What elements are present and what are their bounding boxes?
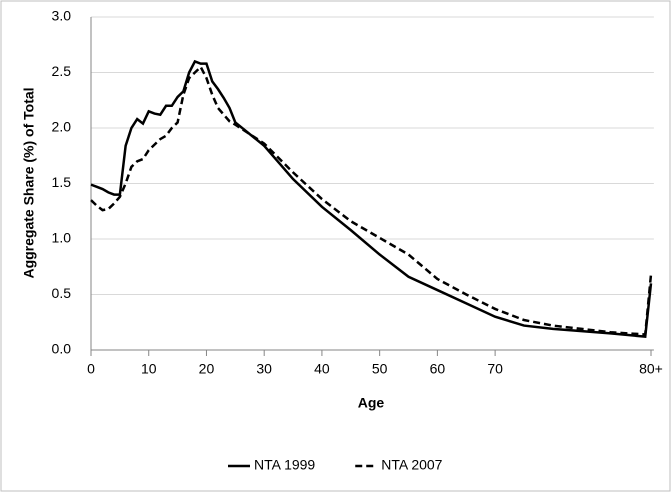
x-axis-title: Age: [358, 395, 385, 411]
x-tick-label: 20: [199, 361, 215, 377]
y-tick-label: 1.0: [52, 230, 72, 246]
y-tick-label: 0.0: [52, 341, 72, 357]
series-line: [90, 59, 653, 339]
x-tick-label: 40: [314, 361, 330, 377]
x-tick-label: 0: [87, 361, 95, 377]
x-tick-label: 70: [487, 361, 503, 377]
y-axis-title: Aggregate Share (%) of Total: [21, 87, 37, 278]
x-tick-label: 30: [256, 361, 272, 377]
y-tick-label: 1.5: [52, 174, 72, 190]
legend-label: NTA 1999: [254, 457, 315, 473]
y-tick-label: 0.5: [52, 285, 72, 301]
x-tick-label: 50: [372, 361, 388, 377]
y-tick-label: 2.5: [52, 63, 72, 79]
x-tick-label: 60: [430, 361, 446, 377]
y-tick-label: 3.0: [52, 8, 72, 24]
x-tick-label: 10: [141, 361, 157, 377]
y-tick-label: 2.0: [52, 119, 72, 135]
series-line: [90, 64, 653, 336]
x-tick-label: 80+: [639, 361, 663, 377]
legend-label: NTA 2007: [381, 457, 442, 473]
